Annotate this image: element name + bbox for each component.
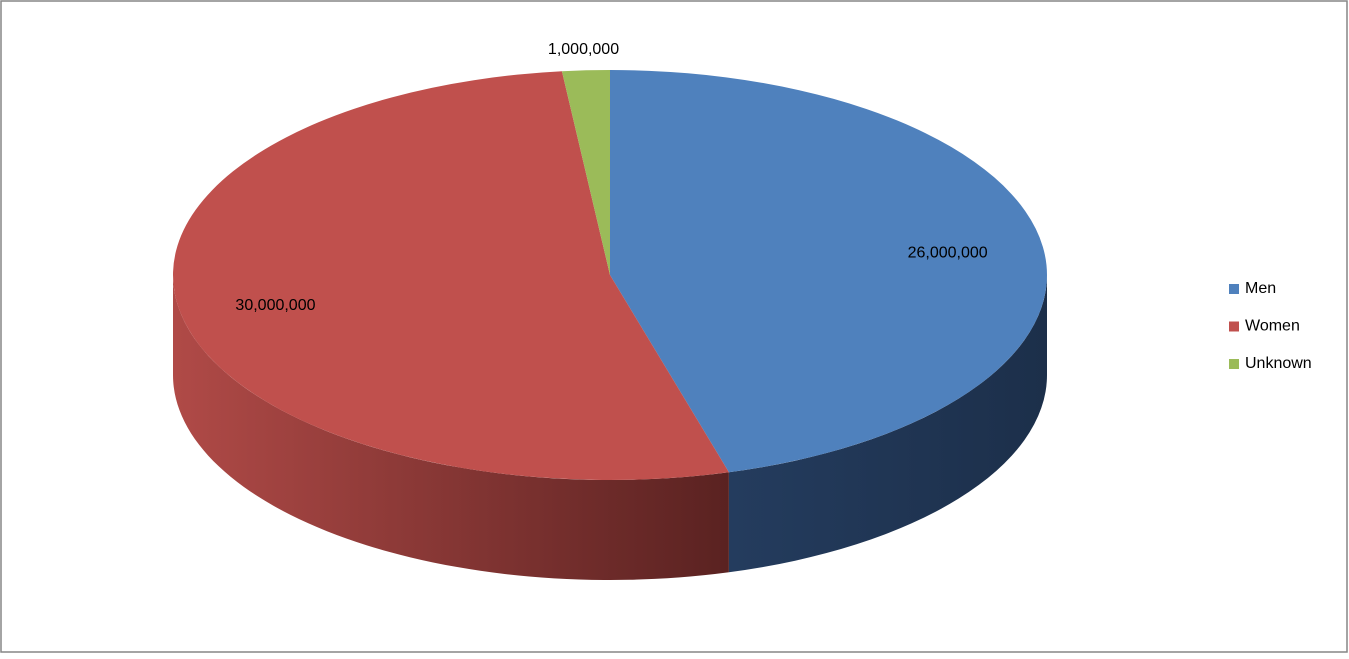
legend-swatch — [1229, 359, 1239, 369]
legend-swatch — [1229, 321, 1239, 332]
slice — [561, 70, 610, 275]
data-label: 26,000,000 — [908, 244, 988, 261]
slice-side — [173, 275, 729, 580]
legend-swatch — [1229, 284, 1239, 294]
legend-label: Men — [1245, 280, 1276, 297]
slice — [173, 71, 729, 481]
slice — [610, 70, 1047, 473]
data-label: 1,000,000 — [548, 41, 619, 58]
data-label: 30,000,000 — [235, 297, 315, 314]
legend-label: Women — [1245, 318, 1300, 335]
legend-label: Unknown — [1245, 355, 1312, 372]
slice-side — [728, 275, 1047, 573]
